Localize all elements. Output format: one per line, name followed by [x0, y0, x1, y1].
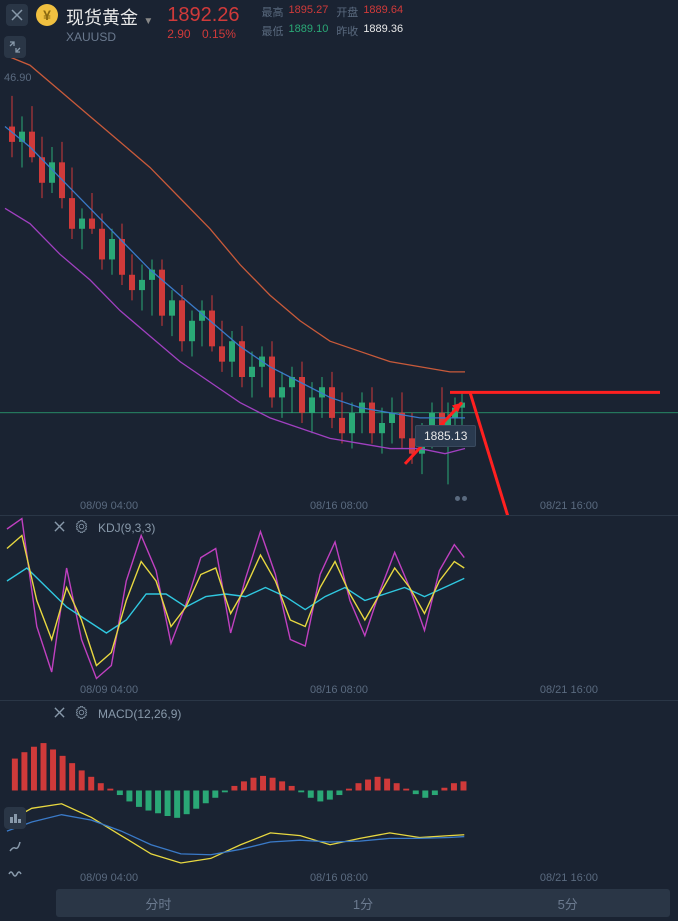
chart-header: ¥ 现货黄金 ▼ XAUUSD 1892.26 2.90 0.15% 最高189…	[0, 0, 678, 48]
low-value: 1889.10	[289, 23, 329, 39]
macd-label: MACD(12,26,9)	[98, 707, 181, 721]
tab-realtime[interactable]: 分时	[56, 889, 261, 917]
draw-tool-icon[interactable]	[4, 835, 26, 857]
high-value: 1895.27	[289, 4, 329, 20]
main-candlestick-chart[interactable]	[0, 55, 678, 515]
close-icon[interactable]	[6, 4, 28, 26]
price-block: 1892.26 2.90 0.15%	[167, 4, 239, 41]
tab-5min[interactable]: 5分	[465, 889, 670, 917]
close-icon[interactable]	[54, 707, 65, 721]
chevron-down-icon[interactable]: ▼	[143, 16, 153, 27]
open-value: 1889.64	[363, 4, 403, 20]
timeframe-tabs: 分时 1分 5分	[56, 889, 670, 917]
x-axis-main: 08/09 04:0008/16 08:0008/21 16:00	[0, 500, 678, 512]
asset-title[interactable]: 现货黄金	[66, 8, 138, 28]
expand-icon[interactable]	[4, 36, 26, 58]
current-price: 1892.26	[167, 4, 239, 27]
asset-ticker: XAUUSD	[66, 30, 153, 44]
settings-icon[interactable]	[75, 520, 88, 536]
x-axis-macd: 08/09 04:0008/16 08:0008/21 16:00	[0, 872, 678, 884]
kdj-indicator-panel[interactable]	[0, 515, 678, 685]
left-toolbar	[4, 36, 26, 58]
macd-header: MACD(12,26,9)	[54, 706, 181, 722]
price-tooltip: 1885.13	[415, 425, 476, 447]
bottom-toolbar	[4, 807, 26, 885]
tab-1min[interactable]: 1分	[261, 889, 466, 917]
kdj-label: KDJ(9,3,3)	[98, 521, 155, 535]
price-change: 2.90	[167, 27, 190, 41]
info-col-2: 开盘1889.64 昨收1889.36	[336, 4, 403, 39]
settings-icon[interactable]	[75, 706, 88, 722]
title-block: 现货黄金 ▼ XAUUSD	[66, 4, 153, 44]
gold-asset-icon: ¥	[36, 4, 58, 26]
prev-value: 1889.36	[363, 23, 403, 39]
kdj-header: KDJ(9,3,3)	[54, 520, 155, 536]
wave-tool-icon[interactable]	[4, 863, 26, 885]
x-axis-kdj: 08/09 04:0008/16 08:0008/21 16:00	[0, 684, 678, 696]
info-col-1: 最高1895.27 最低1889.10	[262, 4, 329, 39]
close-icon[interactable]	[54, 521, 65, 535]
macd-indicator-panel[interactable]	[0, 700, 678, 875]
price-change-pct: 0.15%	[202, 27, 236, 41]
indicator-tool-icon[interactable]	[4, 807, 26, 829]
